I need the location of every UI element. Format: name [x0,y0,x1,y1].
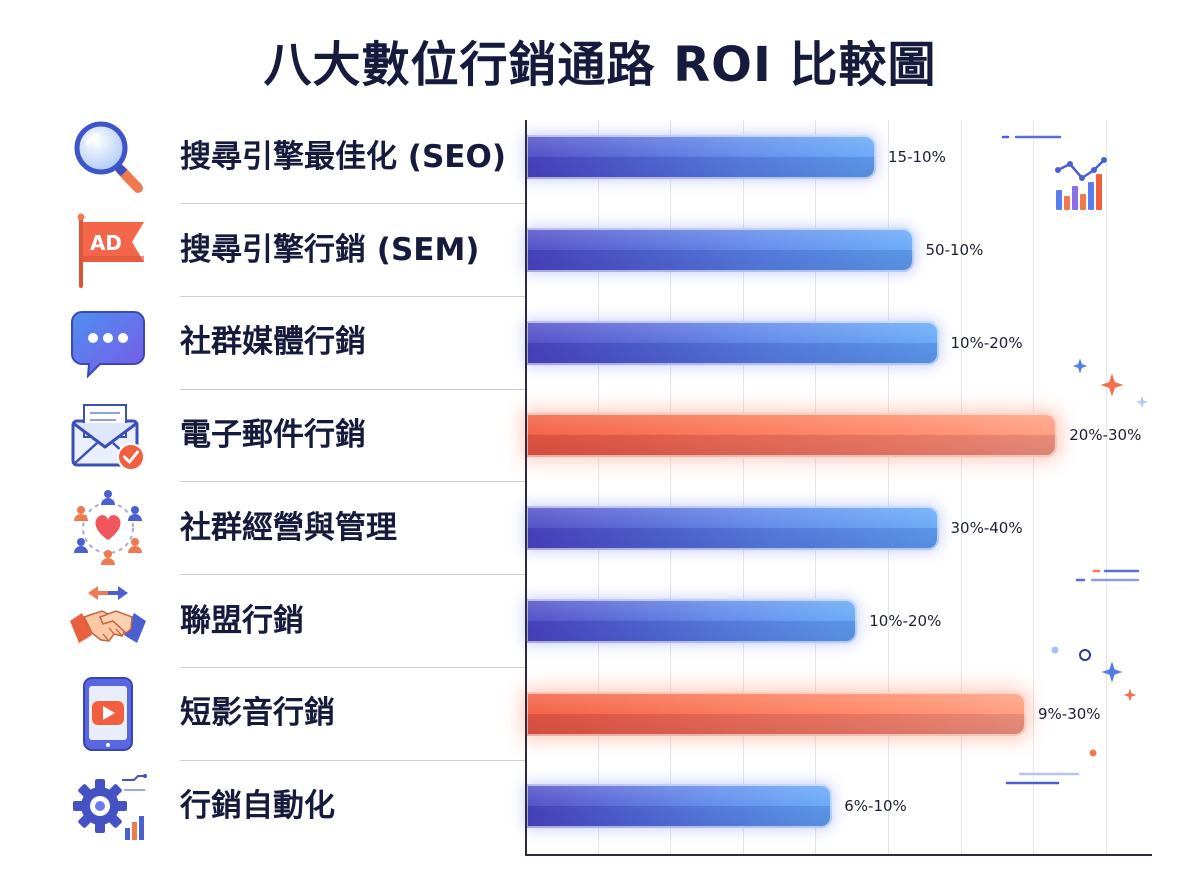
row-divider [180,760,525,761]
bar [526,413,1058,458]
video-phone-icon [68,673,148,753]
channel-label: 搜尋引擎行銷 (SEM) [180,232,480,268]
trend-chart-icon [1055,157,1107,210]
channel-label: 短影音行銷 [180,695,335,731]
bar [526,135,876,179]
ad-flag-text: AD [90,231,122,255]
gridline [597,120,599,854]
row-divider [180,296,525,297]
x-axis-line [525,854,1152,856]
sparkle-icon [1051,646,1137,757]
bar [526,506,939,550]
bar [526,691,1026,736]
bar-chart-area: 15-10% 50-10% 10%-20% 20%-30% 30%-40% 10… [525,120,1152,856]
chat-bubble-icon [68,302,148,382]
channel-label: 社群媒體行銷 [180,324,366,360]
gridline [888,120,889,854]
value-label: 10%-20% [869,611,942,630]
community-heart-icon [68,488,148,568]
email-check-icon [68,395,148,475]
gridline [1033,120,1035,854]
value-label: 9%-30% [1038,704,1101,723]
channel-label: 電子郵件行銷 [180,417,366,453]
value-label: 6%-10% [844,797,907,816]
row-divider [180,667,525,668]
bar [526,320,939,365]
value-label: 15-10% [888,148,946,166]
value-label: 30%-40% [950,519,1023,537]
handshake-icon [68,581,148,661]
gridline [742,120,744,854]
row-divider [180,203,525,204]
bar [526,598,858,643]
channel-label: 聯盟行銷 [180,603,304,639]
y-axis-line [525,120,527,856]
row-divider [180,574,525,575]
value-label: 50-10% [925,240,984,259]
search-icon [68,117,148,197]
gear-automation-icon [68,766,148,846]
channel-label: 搜尋引擎最佳化 (SEO) [180,139,506,175]
gridline [815,120,817,854]
dash-lines-icon [1005,772,1080,785]
row-divider [180,389,525,390]
channel-label: 社群經營與管理 [180,510,397,546]
gridline [670,120,672,854]
sparkle-icon [1072,358,1148,408]
bar [526,784,833,829]
ad-flag-icon: AD [68,210,148,290]
channel-label: 行銷自動化 [180,788,335,824]
gridline [960,120,962,854]
row-divider [180,481,525,482]
bar [526,227,914,272]
value-label: 20%-30% [1069,426,1142,445]
dash-lines-icon [1001,135,1062,139]
chart-title: 八大數位行銷通路 ROI 比較圖 [263,37,937,93]
gridline [1105,120,1107,854]
value-label: 10%-20% [950,333,1023,352]
dash-lines-icon [1075,569,1140,582]
